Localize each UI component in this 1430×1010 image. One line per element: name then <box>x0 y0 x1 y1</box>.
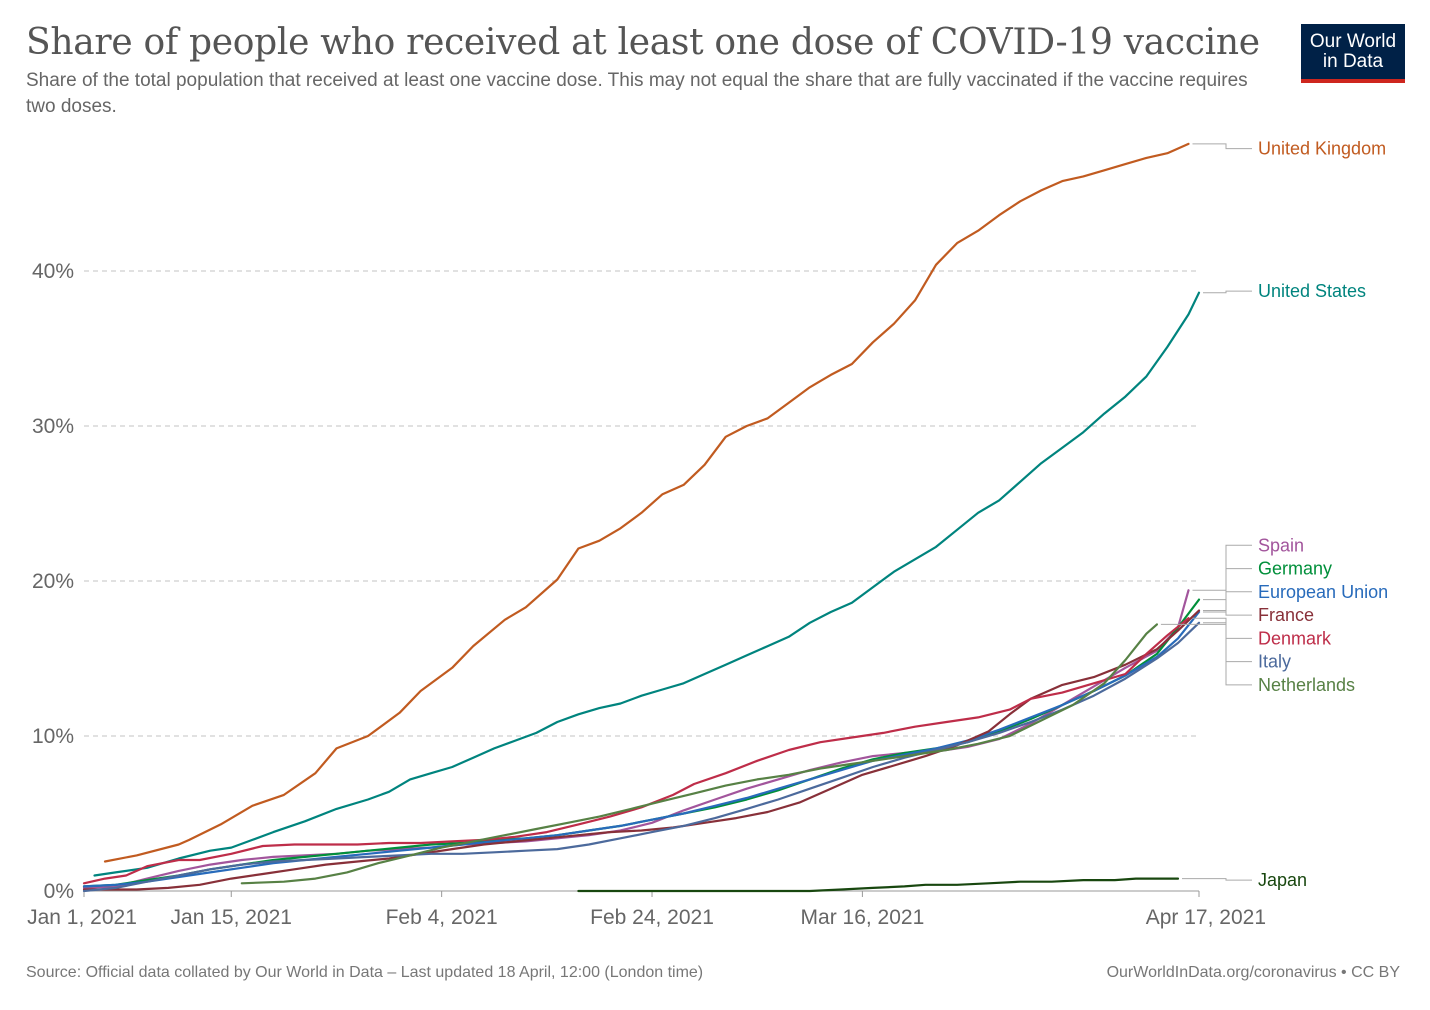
series-line-united-kingdom <box>103 142 1190 863</box>
series-label: Germany <box>1258 559 1332 579</box>
series-label: France <box>1258 605 1314 625</box>
label-connector <box>1203 610 1252 616</box>
series-labels: United Kingdom United States Spain Germany E… <box>1160 139 1388 890</box>
chart-subtitle: Share of the total population that recei… <box>26 70 1248 117</box>
line-chart: 0% 10% 20% 30% 40% Jan 1, 2021 Jan 15, 2021 Feb… <box>27 139 1388 929</box>
x-tick-label: Feb 4, 2021 <box>386 906 498 929</box>
series-line-italy <box>82 621 1201 893</box>
series-line-european-union <box>82 610 1201 888</box>
x-tick-label: Mar 16, 2021 <box>801 906 925 929</box>
y-tick-label: 0% <box>44 880 74 903</box>
label-connector <box>1203 568 1252 601</box>
label-connector <box>1192 143 1252 150</box>
label-connector <box>1203 290 1252 294</box>
series-line-germany <box>82 598 1201 888</box>
series-line-japan <box>577 877 1180 893</box>
x-tick-label: Apr 17, 2021 <box>1146 906 1266 929</box>
site-link[interactable]: OurWorldInData.org/coronavirus • CC BY <box>1106 964 1400 981</box>
grid-lines <box>84 270 1199 737</box>
y-tick-label: 30% <box>32 415 74 438</box>
y-tick-label: 20% <box>32 570 74 593</box>
series-lines <box>82 142 1201 893</box>
logo-line-1: Our World <box>1309 31 1397 52</box>
y-tick-label: 40% <box>32 260 74 283</box>
owid-logo[interactable]: Our World in Data <box>1301 24 1405 83</box>
series-label: United States <box>1258 281 1366 301</box>
label-connector <box>1192 544 1252 591</box>
series-label: Netherlands <box>1258 675 1355 695</box>
x-tick-label: Jan 1, 2021 <box>27 906 137 929</box>
series-line-denmark <box>82 617 1190 885</box>
series-label: United Kingdom <box>1258 139 1386 159</box>
label-connector <box>1160 623 1252 686</box>
label-connector <box>1192 617 1252 639</box>
series-label: Denmark <box>1258 628 1332 648</box>
label-connector <box>1182 878 1252 881</box>
x-tick-label: Jan 15, 2021 <box>171 906 292 929</box>
label-connector <box>1203 622 1252 663</box>
series-label: Spain <box>1258 535 1304 555</box>
series-label: Japan <box>1258 870 1307 890</box>
axes: 0% 10% 20% 30% 40% Jan 1, 2021 Jan 15, 2021 Feb… <box>27 260 1266 929</box>
series-line-netherlands <box>240 623 1158 885</box>
series-label: European Union <box>1258 582 1388 602</box>
x-tick-label: Feb 24, 2021 <box>590 906 714 929</box>
series-line-united-states <box>93 291 1201 877</box>
label-connector <box>1203 591 1252 613</box>
chart-title: Share of people who received at least on… <box>26 22 1260 63</box>
source-note: Source: Official data collated by Our Wo… <box>26 964 704 981</box>
series-label: Italy <box>1258 652 1291 672</box>
series-line-france <box>82 609 1201 891</box>
series-line-spain <box>82 589 1190 889</box>
logo-line-2: in Data <box>1322 51 1384 72</box>
y-tick-label: 10% <box>32 725 74 748</box>
